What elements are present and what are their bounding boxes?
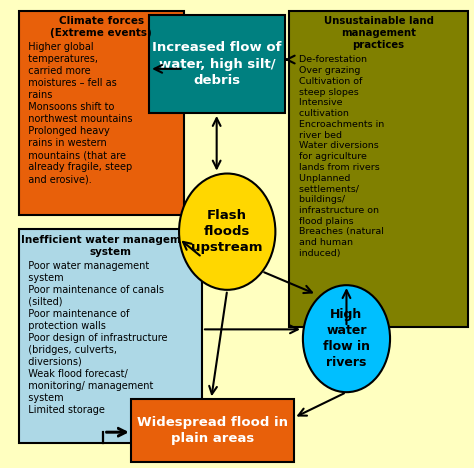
- FancyBboxPatch shape: [289, 11, 468, 327]
- Text: Climate forces
(Extreme events): Climate forces (Extreme events): [50, 16, 152, 38]
- Text: De-forestation
  Over grazing
  Cultivation of
  steep slopes
  Intensive
  cult: De-forestation Over grazing Cultivation …: [293, 55, 384, 258]
- Text: Increased flow of
water, high silt/
debris: Increased flow of water, high silt/ debr…: [152, 41, 282, 87]
- Text: Widespread flood in
plain areas: Widespread flood in plain areas: [137, 416, 288, 446]
- FancyBboxPatch shape: [131, 399, 294, 462]
- FancyBboxPatch shape: [18, 11, 183, 215]
- Text: Unsustainable land
management
practices: Unsustainable land management practices: [324, 16, 434, 50]
- Text: Poor water management
  system
  Poor maintenance of canals
  (silted)
  Poor ma: Poor water management system Poor mainte…: [22, 261, 168, 415]
- Text: Higher global
  temperatures,
  carried more
  moistures – fell as
  rains
  Mon: Higher global temperatures, carried more…: [22, 42, 133, 184]
- Ellipse shape: [179, 174, 275, 290]
- FancyBboxPatch shape: [18, 229, 202, 443]
- Text: High
water
flow in
rivers: High water flow in rivers: [323, 308, 370, 369]
- Text: Inefficient water management
system: Inefficient water management system: [20, 235, 200, 257]
- FancyBboxPatch shape: [149, 15, 284, 113]
- Text: Flash
floods
upstream: Flash floods upstream: [191, 209, 263, 254]
- Ellipse shape: [303, 285, 390, 392]
